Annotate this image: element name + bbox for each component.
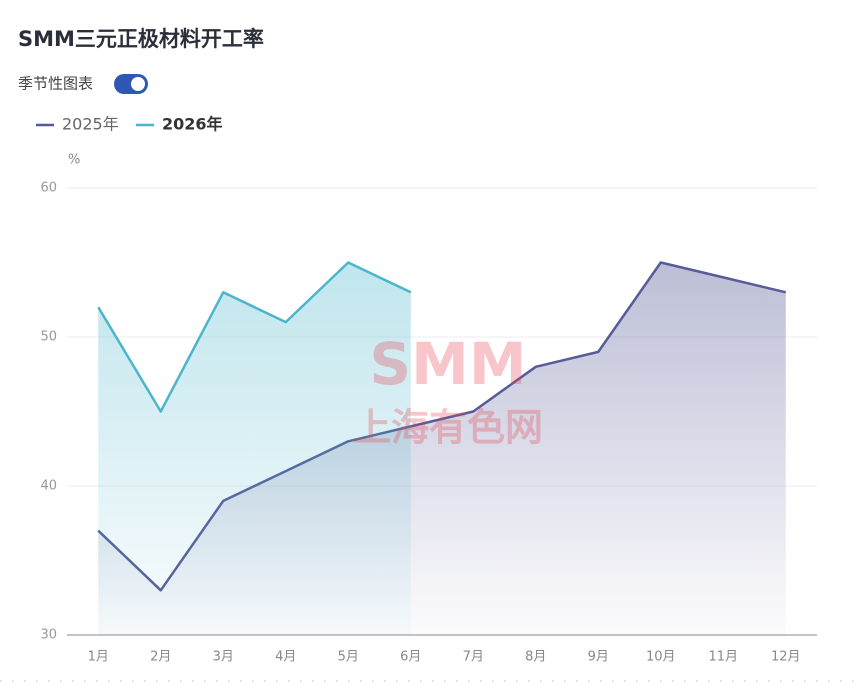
legend-label: 2026年 [162,115,223,134]
y-tick-label: 30 [40,628,57,643]
toggle-label: 季节性图表 [18,75,93,93]
y-tick-label: 60 [40,181,57,196]
legend-item[interactable]: 2025年 [36,115,119,134]
x-tick-label: 10月 [646,650,676,665]
x-tick-label: 2月 [150,650,171,665]
toggle[interactable] [114,74,148,94]
x-tick-label: 5月 [338,650,359,665]
y-tick-label: 50 [40,330,57,345]
series-line [97,261,412,413]
watermark: 上海有色网 [353,406,543,450]
x-tick-label: 9月 [588,650,609,665]
x-tick-label: 3月 [213,650,234,665]
x-tick-label: 6月 [400,650,421,665]
x-tick-label: 1月 [88,650,109,665]
x-tick-label: 11月 [708,650,738,665]
x-tick-label: 4月 [275,650,296,665]
x-tick-label: 8月 [525,650,546,665]
legend-item[interactable]: 2026年 [136,115,223,134]
x-tick-label: 12月 [771,650,801,665]
toggle-knob[interactable] [131,77,145,91]
legend-label: 2025年 [62,115,119,134]
page-title: SMM三元正极材料开工率 [18,27,264,51]
y-tick-label: 40 [40,479,57,494]
watermark: SMM [369,330,526,398]
x-tick-label: 7月 [463,650,484,665]
y-axis-label: % [68,153,80,168]
series-area [98,262,411,635]
